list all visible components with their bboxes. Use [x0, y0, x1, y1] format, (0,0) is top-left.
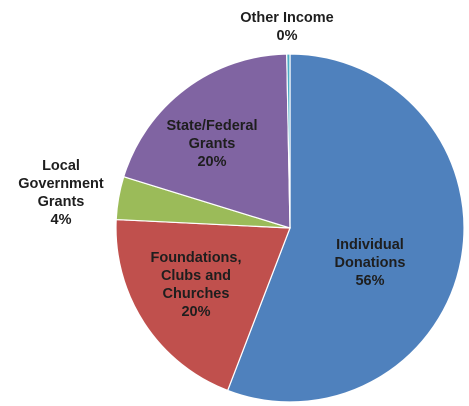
slice-label-2: Local Government Grants 4%: [18, 158, 104, 228]
slice-name-line: State/Federal: [166, 118, 257, 134]
pie-slice-1: [115, 218, 291, 392]
slice-name-line: Other Income: [240, 10, 333, 26]
slice-name-line: Individual: [336, 237, 404, 253]
slice-percent-label: 0%: [277, 28, 298, 44]
slice-label-4: Other Income 0%: [240, 10, 333, 44]
slices-layer: [115, 53, 465, 403]
slice-name-line: Foundations,: [150, 250, 241, 266]
slice-name-line: Grants: [189, 136, 236, 152]
slice-percent-label: 20%: [197, 154, 226, 170]
slice-label-1: Foundations, Clubs and Churches 20%: [150, 250, 241, 320]
slice-name-line: Clubs and: [161, 268, 231, 284]
slice-name-line: Donations: [335, 255, 406, 271]
slice-name-line: Churches: [163, 286, 230, 302]
slice-label-0: Individual Donations 56%: [335, 237, 406, 289]
slice-name-line: Government: [18, 176, 104, 192]
slice-percent-label: 4%: [51, 212, 72, 228]
slice-name-line: Local: [42, 158, 80, 174]
pie-slice-3: [122, 53, 291, 229]
slice-label-3: State/Federal Grants 20%: [166, 118, 257, 170]
labels-layer: Individual Donations 56% Foundations, Clubs …: [18, 10, 405, 320]
slice-percent-label: 56%: [355, 273, 384, 289]
pie-slice-4: [286, 53, 291, 229]
slice-name-line: Grants: [38, 194, 85, 210]
slice-percent-label: 20%: [181, 304, 210, 320]
pie-slice-0: [226, 53, 465, 403]
